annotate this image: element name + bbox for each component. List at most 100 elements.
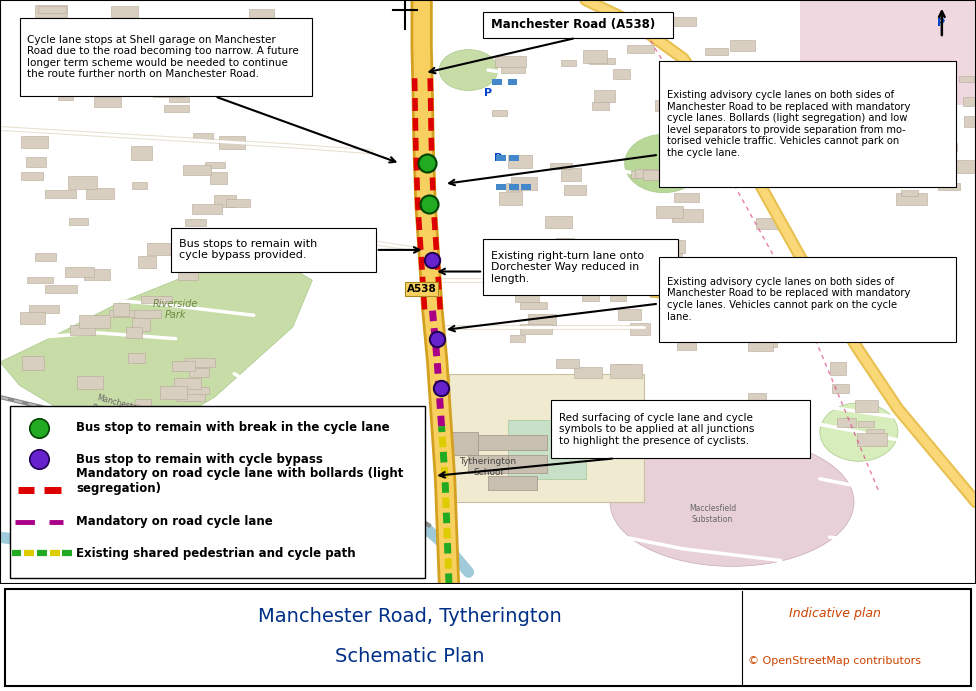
Bar [511, 176, 537, 189]
Bar [501, 61, 525, 73]
Bar [591, 102, 609, 111]
Bar [86, 189, 114, 200]
Bar [938, 183, 960, 190]
Bar [705, 48, 728, 55]
Bar [153, 85, 184, 97]
Bar [762, 422, 783, 431]
Bar [650, 285, 682, 297]
Bar [634, 169, 667, 178]
Bar [172, 361, 195, 371]
Bar [672, 17, 696, 26]
Text: P: P [484, 88, 492, 98]
Text: Bus stop to remain with cycle bypass: Bus stop to remain with cycle bypass [76, 453, 323, 466]
Bar [508, 155, 532, 168]
Bar [210, 172, 226, 184]
Bar [901, 190, 918, 196]
Bar [94, 97, 120, 106]
FancyBboxPatch shape [659, 257, 956, 341]
Text: Silk Retail
Park: Silk Retail Park [682, 259, 723, 278]
Bar [223, 87, 240, 95]
Bar [665, 240, 685, 253]
Bar [79, 315, 110, 328]
Bar [492, 110, 508, 116]
Bar [68, 218, 89, 225]
FancyBboxPatch shape [659, 61, 956, 187]
Bar [642, 170, 659, 180]
Bar [833, 384, 848, 393]
Bar [496, 184, 506, 190]
Bar [515, 288, 539, 302]
Ellipse shape [439, 50, 498, 91]
Bar [66, 433, 98, 442]
Bar [83, 424, 111, 436]
Text: Tytherington
School: Tytherington School [460, 457, 516, 477]
Bar [823, 111, 853, 124]
Bar [488, 476, 537, 491]
Bar [613, 69, 630, 79]
Bar [26, 157, 47, 167]
Bar [121, 404, 139, 415]
Bar [550, 162, 572, 169]
Bar [495, 16, 524, 27]
Bar [188, 368, 209, 377]
Text: Riverside
Park: Riverside Park [153, 299, 198, 320]
Bar [630, 323, 650, 335]
Bar [509, 155, 519, 160]
Bar [507, 182, 522, 191]
Bar [160, 386, 186, 399]
Bar [656, 206, 683, 218]
FancyBboxPatch shape [551, 400, 810, 458]
Bar [862, 126, 892, 135]
Bar [561, 60, 576, 66]
Bar [132, 182, 146, 189]
Ellipse shape [820, 403, 898, 462]
Bar [737, 68, 765, 82]
Bar [520, 302, 548, 309]
Ellipse shape [625, 134, 703, 193]
Bar [730, 40, 754, 51]
Bar [45, 189, 76, 198]
Bar [631, 171, 651, 178]
Bar [564, 185, 587, 195]
Bar [726, 409, 745, 418]
Polygon shape [0, 257, 312, 420]
Bar [522, 284, 544, 293]
Bar [952, 160, 975, 173]
Text: Manchester Road, Tytherington: Manchester Road, Tytherington [258, 607, 562, 625]
Bar [963, 97, 976, 106]
Bar [628, 45, 654, 53]
Bar [758, 417, 776, 423]
Text: Mandatory on road cycle lane with bollards (light
segregation): Mandatory on road cycle lane with bollar… [76, 467, 403, 495]
Bar [184, 358, 216, 367]
Bar [520, 323, 552, 334]
FancyBboxPatch shape [20, 17, 312, 96]
Text: Existing right-turn lane onto
Dorchester Way reduced in
length.: Existing right-turn lane onto Dorchester… [491, 251, 644, 284]
Bar [174, 378, 200, 389]
Text: Cycle lane stops at Shell garage on Manchester
Road due to the road becoming too: Cycle lane stops at Shell garage on Manc… [27, 35, 299, 79]
Bar [177, 391, 205, 401]
Bar [468, 435, 547, 450]
Bar [618, 310, 640, 321]
Bar [226, 199, 250, 207]
Bar [855, 400, 877, 413]
Bar [964, 116, 976, 127]
Bar [41, 88, 57, 96]
Bar [83, 37, 102, 47]
FancyBboxPatch shape [483, 12, 673, 38]
Text: River Bollin: River Bollin [220, 517, 268, 534]
Bar [147, 243, 178, 255]
Bar [35, 5, 67, 17]
Bar [169, 424, 186, 434]
Bar [582, 291, 598, 301]
Bar [141, 296, 172, 303]
Text: Existing advisory cycle lanes on both sides of
Manchester Road to be replaced wi: Existing advisory cycle lanes on both si… [667, 277, 910, 321]
Bar [26, 278, 54, 283]
Bar [546, 216, 572, 228]
Bar [45, 285, 77, 293]
Bar [866, 429, 883, 435]
Bar [449, 432, 478, 455]
Bar [547, 282, 561, 295]
Bar [164, 104, 189, 112]
Bar [676, 337, 696, 350]
Bar [574, 367, 602, 377]
